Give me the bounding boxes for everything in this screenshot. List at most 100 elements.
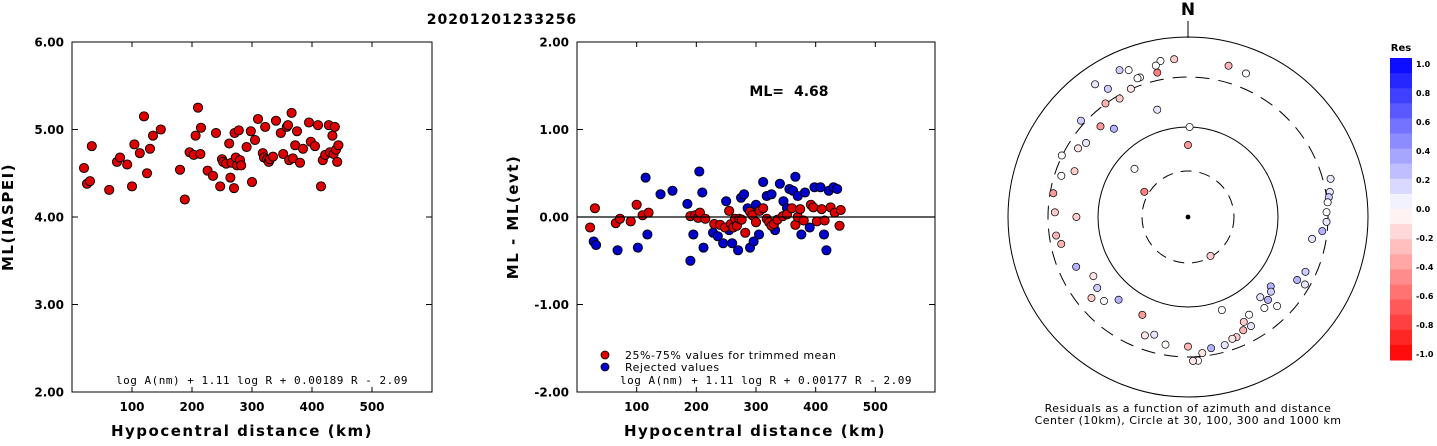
- legend-red-marker: [600, 350, 610, 360]
- residual-point: [1247, 322, 1255, 331]
- data-point-rejected: [591, 239, 602, 251]
- colorbar-segment: [1390, 148, 1412, 165]
- colorbar-segment: [1390, 239, 1412, 255]
- residual-point: [1224, 61, 1233, 70]
- data-point-ml: [78, 162, 90, 174]
- data-point-rejected: [694, 166, 705, 177]
- range-circle-30km: [1141, 170, 1235, 264]
- data-point-trimmed: [700, 213, 711, 224]
- residual-point: [1057, 151, 1066, 160]
- data-point-rejected: [818, 229, 830, 240]
- data-point-ml: [192, 102, 204, 113]
- data-point-ml: [291, 126, 303, 137]
- data-point-ml: [129, 139, 140, 150]
- data-point-ml: [249, 134, 261, 146]
- data-point-trimmed: [589, 203, 600, 214]
- colorbar-segment: [1390, 269, 1412, 285]
- data-point-rejected: [774, 178, 785, 189]
- residual-point: [1087, 294, 1096, 302]
- data-point-trimmed: [758, 203, 769, 214]
- figure-title: 20201201233256: [427, 12, 577, 28]
- data-point-trimmed: [786, 203, 797, 214]
- residual-point: [1245, 310, 1253, 319]
- data-point-ml: [241, 141, 252, 153]
- residual-point: [1057, 171, 1066, 180]
- x-tick-label-middle: 200: [684, 400, 709, 414]
- residual-point: [1293, 276, 1302, 284]
- residual-point: [1077, 116, 1085, 125]
- y-tick-label-left: 4.00: [34, 211, 64, 225]
- residual-point: [1096, 122, 1105, 131]
- y-axis-label-middle: ML - ML(evt): [504, 155, 522, 279]
- data-point-rejected: [655, 189, 666, 200]
- data-point-ml: [315, 181, 327, 192]
- colorbar-tick-label: -0.2: [1416, 234, 1434, 243]
- residual-point: [1130, 164, 1139, 173]
- x-tick-label-middle: 100: [624, 400, 649, 414]
- residual-point: [1256, 293, 1265, 302]
- residual-point: [1189, 356, 1197, 365]
- x-tick-label-middle: 500: [863, 400, 888, 414]
- data-point-ml: [86, 141, 97, 152]
- x-axis-label-left: Hypocentral distance (km): [111, 422, 373, 440]
- colorbar-tick-label: 0.6: [1416, 118, 1431, 127]
- data-point-rejected: [721, 196, 732, 207]
- data-point-ml: [236, 160, 247, 171]
- data-point-ml: [179, 194, 190, 205]
- data-point-trimmed: [631, 199, 642, 210]
- data-point-rejected: [739, 189, 750, 200]
- residual-point: [1228, 334, 1237, 343]
- data-point-rejected: [748, 236, 759, 247]
- data-point-trimmed: [614, 213, 626, 224]
- residual-point: [1114, 295, 1123, 304]
- x-tick-label-left: 500: [359, 400, 384, 414]
- residual-point: [1184, 342, 1192, 351]
- data-point-ml: [224, 138, 235, 149]
- data-point-trimmed: [798, 215, 809, 226]
- residual-point: [1326, 174, 1335, 183]
- residual-point: [1206, 252, 1215, 260]
- data-point-trimmed: [808, 202, 819, 213]
- data-point-ml: [245, 126, 256, 137]
- data-point-ml: [267, 151, 279, 162]
- residual-point: [1156, 57, 1165, 65]
- data-point-ml: [174, 164, 186, 175]
- x-tick-label-left: 400: [299, 400, 324, 414]
- y-tick-label-middle: 0.00: [539, 211, 569, 225]
- data-point-rejected: [733, 245, 744, 256]
- data-point-ml: [252, 113, 264, 125]
- x-tick-label-left: 100: [119, 400, 144, 414]
- range-circle-1000km: [1007, 36, 1369, 398]
- chart-right: N Residuals as a function of azimuth and…: [1007, 0, 1434, 427]
- data-point-ml: [215, 181, 226, 192]
- colorbar-segment: [1390, 344, 1412, 361]
- range-circle-300km: [1047, 76, 1329, 358]
- data-point-rejected: [753, 229, 765, 240]
- colorbar-segment: [1390, 58, 1412, 74]
- y-tick-label-middle: 2.00: [539, 36, 569, 50]
- y-tick-label-middle: -1.00: [534, 298, 569, 312]
- chart-middle: ML - ML(evt) Hypocentral distance (km) M…: [504, 36, 936, 440]
- formula-left: log A(nm) + 1.11 log R + 0.00189 R - 2.0…: [116, 374, 408, 387]
- data-point-ml: [333, 140, 344, 151]
- residual-point: [1126, 84, 1135, 93]
- data-point-rejected: [790, 171, 801, 182]
- residual-point: [1153, 68, 1162, 77]
- data-point-rejected: [612, 245, 623, 256]
- data-point-ml: [155, 124, 166, 135]
- data-point-trimmed: [740, 227, 751, 238]
- data-point-ml: [104, 184, 115, 195]
- data-point-rejected: [642, 229, 653, 240]
- data-point-trimmed: [834, 220, 845, 231]
- colorbar-segment: [1390, 178, 1412, 195]
- legend-red-label: 25%-75% values for trimmed mean: [625, 349, 837, 362]
- data-point-rejected: [640, 172, 651, 183]
- data-point-ml: [332, 156, 343, 167]
- colorbar-tick-label: 0.8: [1416, 89, 1431, 98]
- data-point-ml: [122, 159, 133, 170]
- residual-point: [1124, 66, 1133, 75]
- residual-point: [1100, 297, 1108, 305]
- data-point-ml: [329, 121, 340, 132]
